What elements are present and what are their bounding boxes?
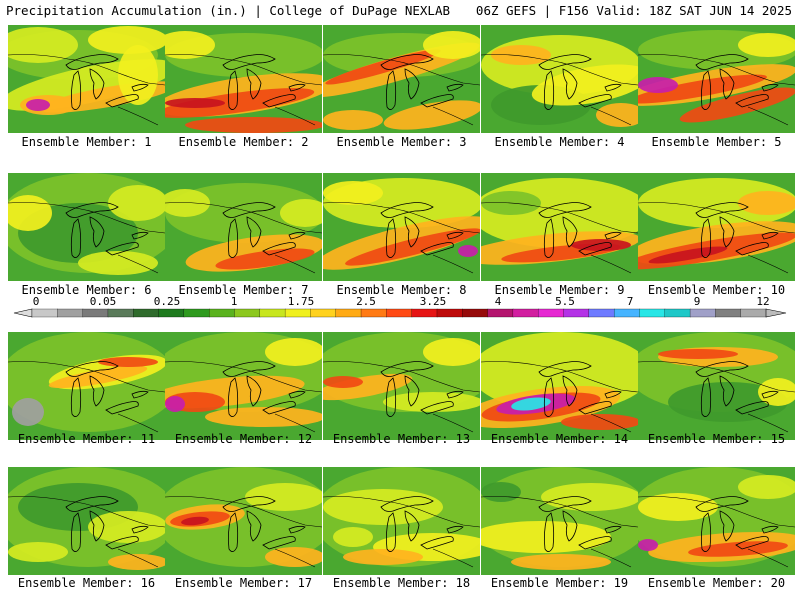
ensemble-member-label: Ensemble Member: 3 — [336, 135, 467, 149]
colorbar-swatch — [411, 308, 438, 318]
ensemble-member-3-map — [323, 25, 480, 133]
ensemble-member-12-map — [165, 332, 322, 440]
ensemble-member-11-map — [8, 332, 165, 440]
ensemble-member-label: Ensemble Member: 7 — [178, 283, 309, 297]
colorbar-swatch — [664, 308, 691, 318]
precip-colorbar — [13, 308, 787, 318]
ensemble-member-5-map — [638, 25, 795, 133]
ensemble-member-label: Ensemble Member: 9 — [494, 283, 625, 297]
colorbar-tick-label: 12 — [756, 295, 770, 308]
ensemble-member-label: Ensemble Member: 5 — [651, 135, 782, 149]
ensemble-member-16-map — [8, 467, 165, 575]
ensemble-member-20-map — [638, 467, 795, 575]
colorbar-tick-label: 4 — [494, 295, 502, 308]
colorbar-swatch — [538, 308, 565, 318]
ensemble-member-label: Ensemble Member: 18 — [332, 576, 471, 590]
colorbar-swatch — [259, 308, 286, 318]
ensemble-member-8-map — [323, 173, 480, 281]
colorbar-min-arrow — [13, 308, 33, 318]
ensemble-member-1-map — [8, 25, 165, 133]
ensemble-member-label: Ensemble Member: 11 — [17, 432, 156, 446]
ensemble-member-label: Ensemble Member: 15 — [647, 432, 786, 446]
colorbar-swatch — [715, 308, 742, 318]
colorbar-swatch — [107, 308, 134, 318]
ensemble-member-2-map — [165, 25, 322, 133]
colorbar-swatch — [234, 308, 261, 318]
ensemble-member-6-map — [8, 173, 165, 281]
ensemble-member-19-map — [481, 467, 638, 575]
ensemble-member-9-map — [481, 173, 638, 281]
ensemble-member-label: Ensemble Member: 13 — [332, 432, 471, 446]
ensemble-member-label: Ensemble Member: 20 — [647, 576, 786, 590]
colorbar-swatch — [462, 308, 489, 318]
colorbar-swatch — [360, 308, 387, 318]
colorbar-swatch — [386, 308, 413, 318]
map-title: Precipitation Accumulation (in.) | Colle… — [6, 3, 451, 18]
colorbar-tick-label: 9 — [693, 295, 701, 308]
ensemble-member-label: Ensemble Member: 8 — [336, 283, 467, 297]
ensemble-member-18-map — [323, 467, 480, 575]
ensemble-member-label: Ensemble Member: 1 — [21, 135, 152, 149]
colorbar-swatch — [740, 308, 767, 318]
colorbar-swatch — [689, 308, 717, 318]
ensemble-member-label: Ensemble Member: 17 — [174, 576, 313, 590]
colorbar-tick-label: 1.75 — [287, 295, 315, 308]
ensemble-member-label: Ensemble Member: 6 — [21, 283, 152, 297]
colorbar-swatch — [613, 308, 641, 318]
colorbar-swatch — [284, 308, 312, 318]
colorbar-swatch — [133, 308, 160, 318]
ensemble-member-4-map — [481, 25, 638, 133]
colorbar-swatch — [183, 308, 210, 318]
colorbar-swatch — [57, 308, 84, 318]
colorbar-swatch — [82, 308, 109, 318]
colorbar-swatch — [639, 308, 666, 318]
colorbar-tick-label: 5.5 — [555, 295, 575, 308]
colorbar-swatch — [436, 308, 463, 318]
colorbar-tick-label: 1 — [230, 295, 238, 308]
colorbar-max-arrow — [765, 308, 787, 318]
ensemble-member-label: Ensemble Member: 10 — [647, 283, 786, 297]
ensemble-member-10-map — [638, 173, 795, 281]
ensemble-member-14-map — [481, 332, 638, 440]
colorbar-tick-label: 7 — [626, 295, 634, 308]
colorbar-tick-label: 0 — [32, 295, 40, 308]
colorbar-swatch — [310, 308, 337, 318]
colorbar-tick-label: 0.25 — [153, 295, 181, 308]
ensemble-member-label: Ensemble Member: 2 — [178, 135, 309, 149]
ensemble-member-label: Ensemble Member: 16 — [17, 576, 156, 590]
run-valid-time: 06Z GEFS | F156 Valid: 18Z SAT JUN 14 20… — [475, 3, 792, 18]
colorbar-swatch — [487, 308, 514, 318]
ensemble-member-13-map — [323, 332, 480, 440]
ensemble-member-label: Ensemble Member: 4 — [494, 135, 625, 149]
colorbar-tick-label: 2.5 — [356, 295, 376, 308]
colorbar-swatch — [512, 308, 539, 318]
ensemble-member-15-map — [638, 332, 795, 440]
colorbar-swatch — [31, 308, 58, 318]
colorbar-swatch — [335, 308, 362, 318]
colorbar-tick-label: 3.25 — [419, 295, 447, 308]
ensemble-member-label: Ensemble Member: 12 — [174, 432, 313, 446]
colorbar-swatch — [209, 308, 236, 318]
colorbar-swatch — [563, 308, 590, 318]
ensemble-member-17-map — [165, 467, 322, 575]
colorbar-swatch — [588, 308, 615, 318]
colorbar-tick-label: 0.05 — [89, 295, 117, 308]
ensemble-member-7-map — [165, 173, 322, 281]
colorbar-swatch — [158, 308, 185, 318]
ensemble-member-label: Ensemble Member: 19 — [490, 576, 629, 590]
ensemble-member-label: Ensemble Member: 14 — [490, 432, 629, 446]
